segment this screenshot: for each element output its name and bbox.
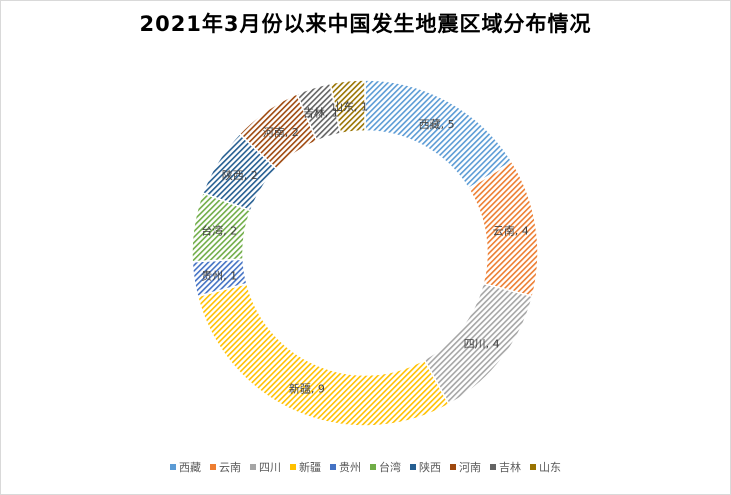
legend-swatch xyxy=(450,464,456,470)
data-label-1: 西藏, 5 xyxy=(419,118,455,131)
legend-item-8: 河南 xyxy=(450,459,481,475)
legend-label: 台湾 xyxy=(379,461,401,474)
legend-item-9: 吉林 xyxy=(490,459,521,475)
legend-label: 新疆 xyxy=(299,461,321,474)
legend-swatch xyxy=(490,464,496,470)
legend-label: 河南 xyxy=(459,461,481,474)
legend-swatch xyxy=(290,464,296,470)
legend-label: 吉林 xyxy=(499,461,521,474)
chart-legend: 西藏 云南 四川 新疆 贵州 台湾 陕西 河南 吉林 山东 xyxy=(0,459,731,475)
legend-swatch xyxy=(330,464,336,470)
data-label-9: 吉林, 1 xyxy=(303,105,339,119)
data-label-2: 云南, 4 xyxy=(493,225,529,238)
legend-swatch xyxy=(250,464,256,470)
slice-4 xyxy=(196,282,450,427)
legend-label: 贵州 xyxy=(339,461,361,474)
legend-label: 云南 xyxy=(219,461,241,474)
legend-item-7: 陕西 xyxy=(410,459,441,475)
slice-10 xyxy=(329,79,366,135)
data-label-4: 新疆, 9 xyxy=(289,382,325,396)
slice-1 xyxy=(364,79,513,190)
legend-item-5: 贵州 xyxy=(330,459,361,475)
data-label-10: 山东, 1 xyxy=(332,100,368,113)
legend-item-10: 山东 xyxy=(530,459,561,475)
legend-label: 陕西 xyxy=(419,461,441,474)
legend-label: 四川 xyxy=(259,461,281,474)
legend-swatch xyxy=(530,464,536,470)
legend-swatch xyxy=(410,464,416,470)
data-label-5: 贵州, 1 xyxy=(201,269,237,282)
chart-title: 2021年3月份以来中国发生地震区域分布情况 xyxy=(139,12,592,36)
legend-swatch xyxy=(210,464,216,470)
data-label-7: 陕西, 2 xyxy=(222,168,258,182)
legend-label: 山东 xyxy=(539,461,561,474)
data-label-6: 台湾, 2 xyxy=(201,224,237,238)
legend-item-3: 四川 xyxy=(250,459,281,475)
legend-swatch xyxy=(170,464,176,470)
legend-item-2: 云南 xyxy=(210,459,241,475)
legend-label: 西藏 xyxy=(179,461,201,474)
data-label-8: 河南, 2 xyxy=(263,126,299,139)
legend-item-4: 新疆 xyxy=(290,459,321,475)
legend-swatch xyxy=(370,464,376,470)
legend-item-1: 西藏 xyxy=(170,459,201,475)
data-label-3: 四川, 4 xyxy=(464,337,500,350)
legend-item-6: 台湾 xyxy=(370,459,401,475)
